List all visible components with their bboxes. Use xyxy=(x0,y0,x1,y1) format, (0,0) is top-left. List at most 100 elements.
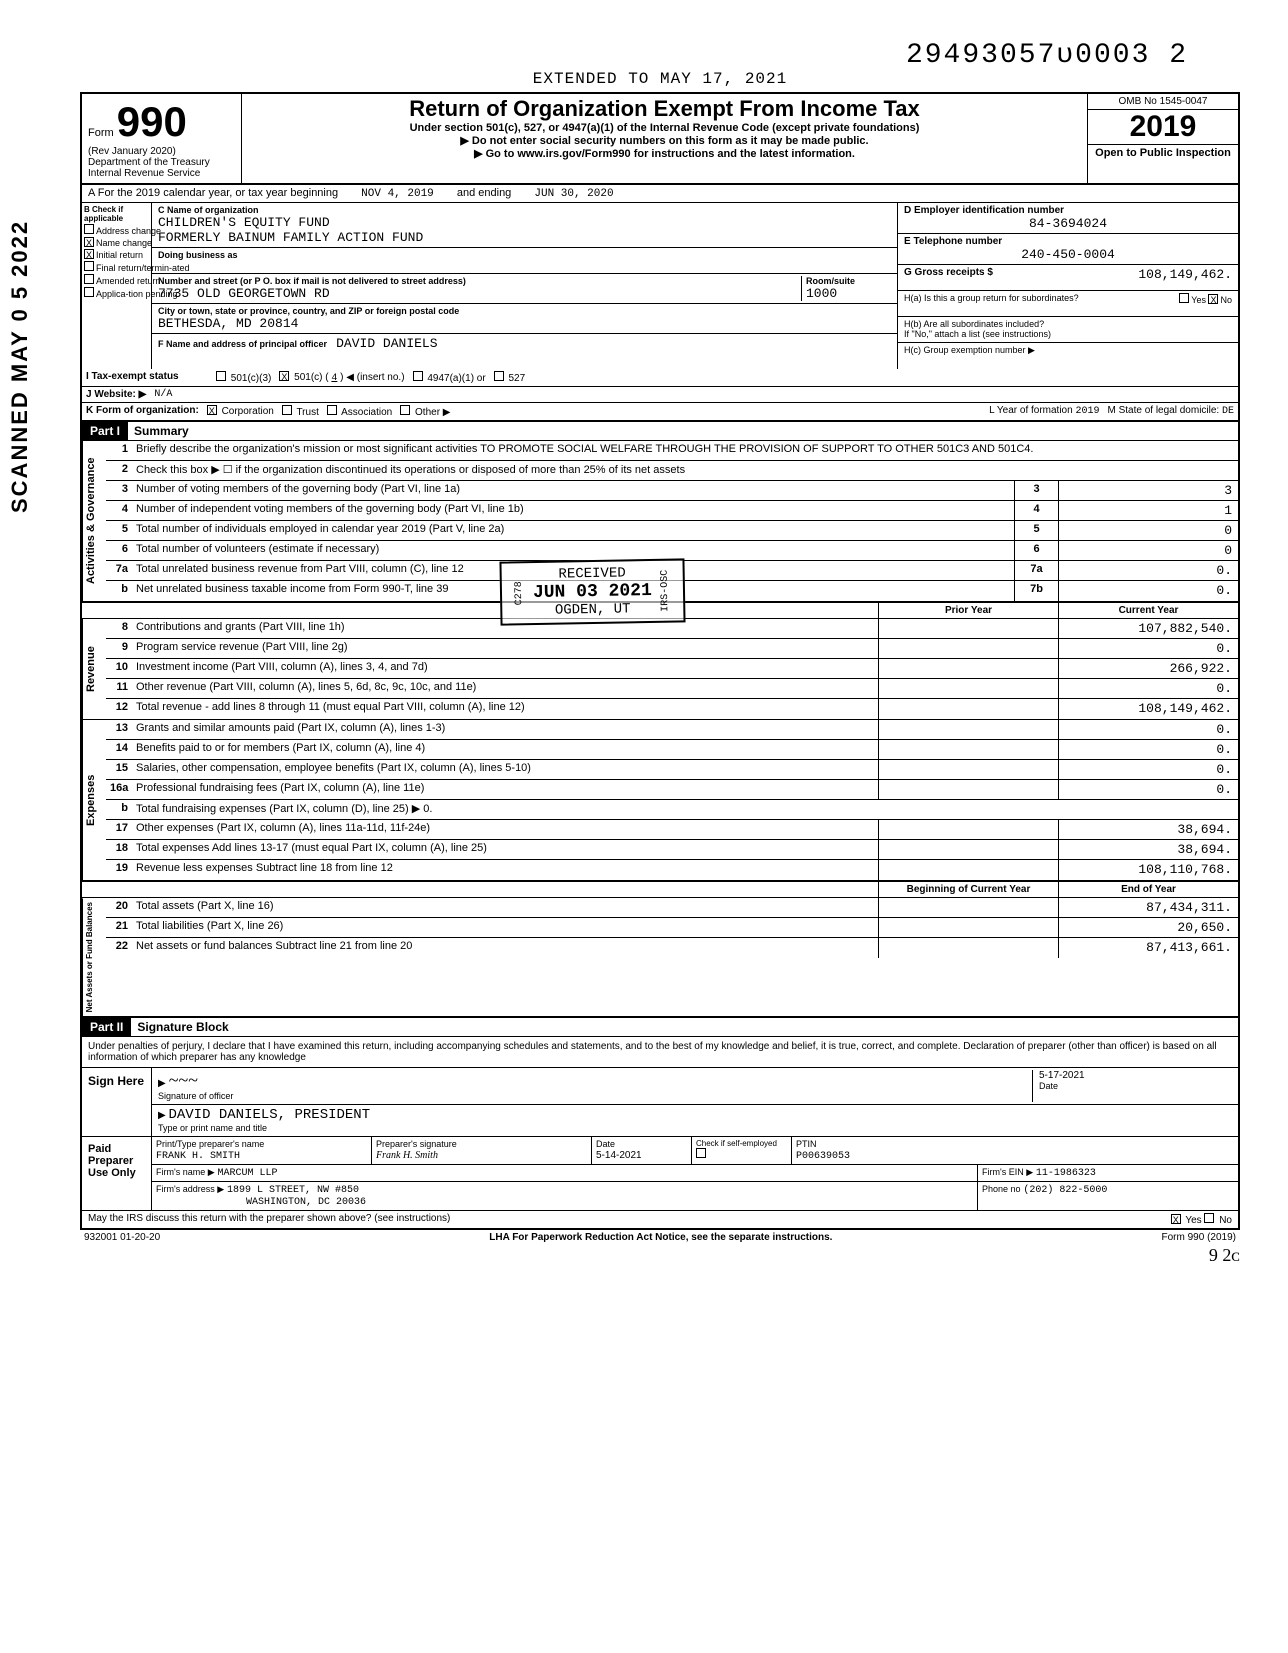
firm-ein: 11-1986323 xyxy=(1036,1168,1096,1179)
firm-name: MARCUM LLP xyxy=(217,1168,277,1179)
block-bcde: B Check if applicable Address change XNa… xyxy=(80,203,1240,369)
preparer-name: FRANK H. SMITH xyxy=(156,1151,240,1162)
ptin: P00639053 xyxy=(796,1151,850,1162)
sig-date: 5-17-2021 xyxy=(1039,1070,1085,1081)
form-number: 990 xyxy=(117,98,187,145)
line-17: 17Other expenses (Part IX, column (A), l… xyxy=(106,820,1238,840)
preparer-signature: Frank H. Smith xyxy=(376,1150,438,1161)
extended-date: EXTENDED TO MAY 17, 2021 xyxy=(80,70,1240,88)
k-assoc: Association xyxy=(341,407,392,418)
footer: 932001 01-20-20 LHA For Paperwork Reduct… xyxy=(80,1230,1240,1245)
col-b: B Check if applicable Address change XNa… xyxy=(82,203,152,369)
row-a-label: A For the 2019 calendar year, or tax yea… xyxy=(88,187,338,199)
doc-stamp: 29493057ᴜ0003 2 xyxy=(906,40,1188,71)
year-formation: 2019 xyxy=(1075,406,1099,417)
officer-label: F Name and address of principal officer xyxy=(158,339,327,349)
stamp-side2: IRS-OSC xyxy=(659,570,671,612)
phone: 240-450-0004 xyxy=(904,247,1232,262)
tax-year: 2019 xyxy=(1088,110,1238,145)
firm-phone: (202) 822-5000 xyxy=(1023,1185,1107,1196)
part2-hdr: Part II xyxy=(82,1018,131,1036)
line-13: 13Grants and similar amounts paid (Part … xyxy=(106,720,1238,740)
hc-label: H(c) Group exemption number ▶ xyxy=(898,343,1238,369)
rev: (Rev January 2020) xyxy=(88,146,235,157)
end-year-hdr: End of Year xyxy=(1058,882,1238,897)
subtitle: Under section 501(c), 527, or 4947(a)(1)… xyxy=(248,122,1081,134)
arrow1: ▶ Do not enter social security numbers o… xyxy=(248,134,1081,147)
line-18: 18Total expenses Add lines 13-17 (must e… xyxy=(106,840,1238,860)
ha-no-check: X xyxy=(1208,294,1218,304)
addr-label: Number and street (or P O. box if mail i… xyxy=(158,276,801,286)
part1-hdr: Part I xyxy=(82,422,128,440)
line-21: 21Total liabilities (Part X, line 26)20,… xyxy=(106,918,1238,938)
dept: Department of the Treasury xyxy=(88,157,235,168)
part1-label: Summary xyxy=(128,422,195,440)
expenses-section: Expenses 13Grants and similar amounts pa… xyxy=(82,720,1238,881)
l-label: L Year of formation xyxy=(989,405,1073,416)
col-b-hdr: B Check if applicable xyxy=(84,205,149,223)
footer-mid: LHA For Paperwork Reduction Act Notice, … xyxy=(489,1232,832,1243)
revenue-section: Revenue 8Contributions and grants (Part … xyxy=(82,619,1238,720)
line-14: 14Benefits paid to or for members (Part … xyxy=(106,740,1238,760)
principal-officer: DAVID DANIELS xyxy=(336,336,437,351)
firm-phone-label: Phone no xyxy=(982,1184,1021,1194)
firm-ein-label: Firm's EIN ▶ xyxy=(982,1167,1033,1177)
form-990: EXTENDED TO MAY 17, 2021 Form 990 (Rev J… xyxy=(80,70,1240,1266)
line-22: 22Net assets or fund balances Subtract l… xyxy=(106,938,1238,958)
title: Return of Organization Exempt From Incom… xyxy=(248,96,1081,122)
scanned-stamp: SCANNED MAY 0 5 2022 xyxy=(7,220,33,513)
expenses-label: Expenses xyxy=(82,720,106,880)
part2-title: Part II Signature Block xyxy=(80,1018,1240,1037)
line-10: 10Investment income (Part VIII, column (… xyxy=(106,659,1238,679)
stamp-date: JUN 03 2021 xyxy=(533,581,652,603)
k-trust: Trust xyxy=(296,407,318,418)
received-stamp: C278 RECEIVED JUN 03 2021 OGDEN, UT IRS-… xyxy=(499,558,685,625)
arrow2: ▶ Go to www.irs.gov/Form990 for instruct… xyxy=(248,147,1081,160)
i-501c-num: 4 xyxy=(331,373,337,384)
k-other: Other ▶ xyxy=(415,407,450,418)
netassets-label: Net Assets or Fund Balances xyxy=(82,898,106,1016)
prep-date-label: Date xyxy=(596,1139,615,1149)
row-i: I Tax-exempt status 501(c)(3) X 501(c) (… xyxy=(80,369,1240,387)
governance-label: Activities & Governance xyxy=(82,441,106,601)
discuss-no: No xyxy=(1219,1215,1232,1226)
gross-label: G Gross receipts $ xyxy=(904,267,993,288)
line-b: bTotal fundraising expenses (Part IX, co… xyxy=(106,800,1238,820)
signature-block: Under penalties of perjury, I declare th… xyxy=(80,1037,1240,1230)
cb-amend: Amended return xyxy=(96,276,161,286)
firm-addr1: 1899 L STREET, NW #850 xyxy=(227,1185,359,1196)
line-16a: 16aProfessional fundraising fees (Part I… xyxy=(106,780,1238,800)
line-9: 9Program service revenue (Part VIII, lin… xyxy=(106,639,1238,659)
declaration: Under penalties of perjury, I declare th… xyxy=(82,1037,1238,1068)
street-address: 7735 OLD GEORGETOWN RD xyxy=(158,286,801,301)
row-k: K Form of organization: X Corporation Tr… xyxy=(80,403,1240,422)
state-domicile: DE xyxy=(1222,406,1234,417)
current-year-hdr: Current Year xyxy=(1058,603,1238,618)
footer-left: 932001 01-20-20 xyxy=(84,1232,160,1243)
firm-addr-label: Firm's address ▶ xyxy=(156,1184,224,1194)
line-15: 15Salaries, other compensation, employee… xyxy=(106,760,1238,780)
ein: 84-3694024 xyxy=(904,216,1232,231)
prior-year-hdr: Prior Year xyxy=(878,603,1058,618)
hand-note: 9 2ᴄ xyxy=(80,1245,1240,1266)
line-4: 4Number of independent voting members of… xyxy=(106,501,1238,521)
cb-name: Name change xyxy=(96,238,152,248)
m-label: M State of legal domicile: xyxy=(1107,405,1219,416)
city-label: City or town, state or province, country… xyxy=(158,306,891,316)
ha-label: H(a) Is this a group return for subordin… xyxy=(904,293,1079,314)
i-527: 527 xyxy=(508,373,525,384)
stamp-location: OGDEN, UT xyxy=(533,601,652,619)
tax-year-end: JUN 30, 2020 xyxy=(534,188,613,200)
prep-sig-label: Preparer's signature xyxy=(376,1139,457,1149)
ha-no: No xyxy=(1220,295,1232,305)
form-label: Form xyxy=(88,127,114,139)
line-19: 19Revenue less expenses Subtract line 18… xyxy=(106,860,1238,880)
i-insert: ) ◀ (insert no.) xyxy=(340,372,404,383)
row-j-label: J Website: ▶ xyxy=(82,387,150,402)
dba-label: Doing business as xyxy=(158,250,891,260)
line-11: 11Other revenue (Part VIII, column (A), … xyxy=(106,679,1238,699)
website: N/A xyxy=(150,387,176,402)
line-2: 2Check this box ▶ ☐ if the organization … xyxy=(106,461,1238,481)
i-501c-check: X xyxy=(279,371,289,381)
col-de: D Employer identification number 84-3694… xyxy=(898,203,1238,369)
